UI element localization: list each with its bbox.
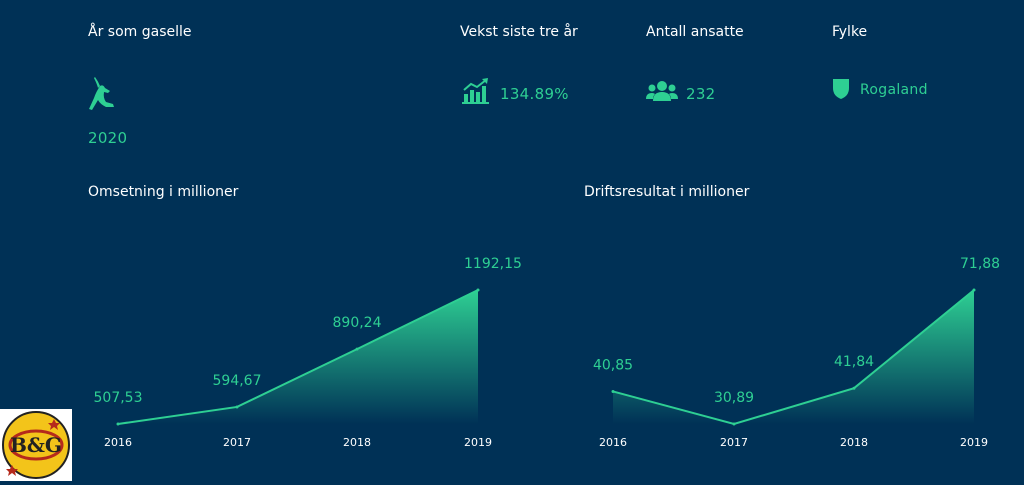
chart-data-point — [235, 405, 239, 409]
chart-data-point — [972, 288, 976, 292]
employees-value: 232 — [686, 85, 716, 103]
chart-x-tick-label: 2018 — [343, 436, 371, 449]
chart-x-tick-label: 2016 — [104, 436, 132, 449]
county-value: Rogaland — [860, 82, 928, 98]
employees-label: Antall ansatte — [646, 24, 744, 40]
chart-area-fill — [118, 290, 478, 424]
gazelle-icon — [86, 76, 116, 116]
chart-data-label: 71,88 — [960, 256, 1000, 272]
growth-value: 134.89% — [500, 85, 569, 103]
company-logo: B&G — [0, 409, 72, 481]
chart-x-tick-label: 2016 — [599, 436, 627, 449]
county-shield-icon — [832, 78, 850, 100]
chart-data-point — [355, 347, 359, 351]
chart-x-tick-label: 2018 — [840, 436, 868, 449]
chart-data-point — [852, 386, 856, 390]
gazelle-year-value: 2020 — [88, 129, 128, 147]
people-icon — [646, 80, 678, 102]
chart-data-point — [116, 422, 120, 426]
chart-data-label: 40,85 — [593, 357, 633, 373]
chart-data-point — [732, 422, 736, 426]
chart-data-point — [611, 389, 615, 393]
chart-x-tick-label: 2017 — [223, 436, 251, 449]
chart-data-label: 594,67 — [213, 373, 262, 389]
chart-data-label: 1192,15 — [464, 256, 522, 272]
chart-series-line — [612, 289, 975, 426]
chart-data-label: 507,53 — [94, 390, 143, 406]
chart-data-label: 30,89 — [714, 390, 754, 406]
logo-text: B&G — [10, 433, 62, 457]
chart-x-tick-label: 2019 — [960, 436, 988, 449]
chart-data-point — [476, 288, 480, 292]
chart-data-label: 41,84 — [834, 354, 874, 370]
chart-area-fill — [613, 290, 974, 424]
revenue-chart-title: Omsetning i millioner — [88, 184, 239, 200]
chart-series-line — [117, 289, 479, 425]
chart-data-label: 890,24 — [333, 315, 382, 331]
county-label: Fylke — [832, 24, 868, 40]
chart-x-tick-label: 2017 — [720, 436, 748, 449]
chart-x-tick-label: 2019 — [464, 436, 492, 449]
growth-label: Vekst siste tre år — [460, 24, 578, 40]
growth-chart-icon — [462, 78, 490, 104]
operating-result-chart-title: Driftsresultat i millioner — [584, 184, 750, 200]
gazelle-year-label: År som gaselle — [88, 24, 192, 40]
